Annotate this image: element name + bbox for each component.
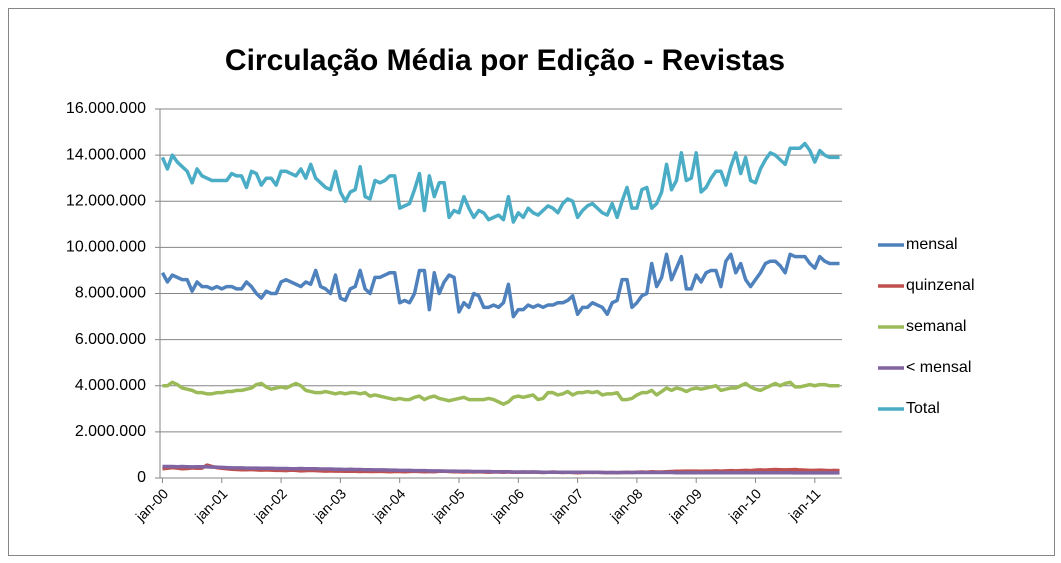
y-tick-label: 6.000.000	[75, 331, 146, 348]
y-tick-label: 4.000.000	[75, 377, 146, 394]
y-tick-label: 10.000.000	[66, 239, 146, 256]
series-line	[160, 252, 840, 319]
legend-label: mensal	[906, 236, 958, 253]
chart-title: Circulação Média por Edição - Revistas	[225, 44, 785, 77]
series-line	[162, 380, 840, 406]
y-tick-label: 14.000.000	[66, 146, 146, 163]
chart-border	[8, 8, 1055, 556]
series-line	[160, 141, 840, 224]
y-tick-label: 12.000.000	[66, 192, 146, 209]
y-tick-label: 2.000.000	[75, 423, 146, 440]
y-tick-label: 8.000.000	[75, 285, 146, 302]
series-line	[162, 464, 840, 475]
y-tick-label: 16.000.000	[66, 100, 146, 117]
legend-label: < mensal	[906, 359, 971, 376]
legend-label: semanal	[906, 318, 966, 335]
legend-label: Total	[906, 400, 940, 417]
y-tick-label: 0	[137, 469, 146, 486]
legend-label: quinzenal	[906, 277, 975, 294]
